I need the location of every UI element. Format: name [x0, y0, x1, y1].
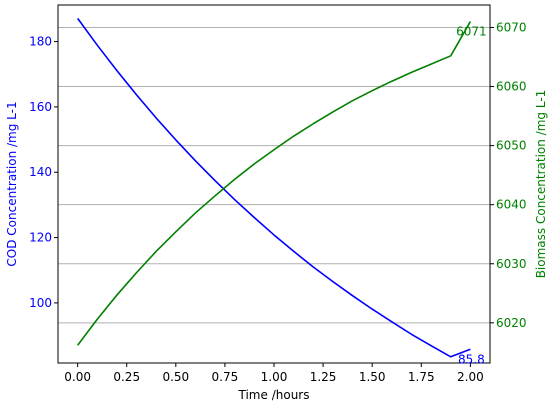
x-tick-label: 1.00: [261, 370, 288, 384]
right-tick-label: 6070: [496, 20, 527, 34]
left-tick-label: 100: [29, 296, 52, 310]
right-axis-label: Biomass Concentration /mg L-1: [534, 90, 548, 279]
biomass-end-value-label: 6071: [456, 25, 487, 39]
x-axis-label: Time /hours: [238, 388, 310, 402]
x-tick-label: 1.25: [310, 370, 337, 384]
annotations: 6071 85.8: [456, 25, 487, 367]
x-tick-label: 1.75: [408, 370, 435, 384]
x-tick-label: 1.50: [359, 370, 386, 384]
left-axis-label: COD Concentration /mg L-1: [5, 101, 19, 266]
right-tick-label: 6020: [496, 316, 527, 330]
series-lines: [76, 17, 472, 358]
grid-lines: [58, 26, 490, 324]
cod-end-value-label: 85.8: [458, 352, 485, 366]
plot-frame: [57, 4, 491, 364]
biomass-series-line: [77, 21, 472, 346]
left-tick-label: 180: [29, 35, 52, 49]
x-tick-label: 0.00: [64, 370, 91, 384]
x-tick-label: 0.50: [162, 370, 189, 384]
left-tick-label: 140: [29, 165, 52, 179]
right-tick-label: 6030: [496, 257, 527, 271]
axes: [57, 4, 491, 364]
right-tick-label: 6060: [496, 80, 527, 94]
left-tick-label: 160: [29, 100, 52, 114]
right-tick-label: 6040: [496, 198, 527, 212]
right-tick-label: 6050: [496, 139, 527, 153]
left-axis-ticks: 100 120 140 160 180: [29, 35, 58, 310]
x-tick-label: 2.00: [457, 370, 484, 384]
x-axis-ticks: 0.00 0.25 0.50 0.75 1.00 1.25 1.50 1.75 2.00: [64, 363, 484, 384]
x-tick-label: 0.25: [113, 370, 140, 384]
right-axis-ticks: 6020 6030 6040 6050 6060 6070: [490, 20, 527, 330]
cod-series-line: [76, 17, 471, 358]
left-tick-label: 120: [29, 231, 52, 245]
x-tick-label: 0.75: [212, 370, 239, 384]
